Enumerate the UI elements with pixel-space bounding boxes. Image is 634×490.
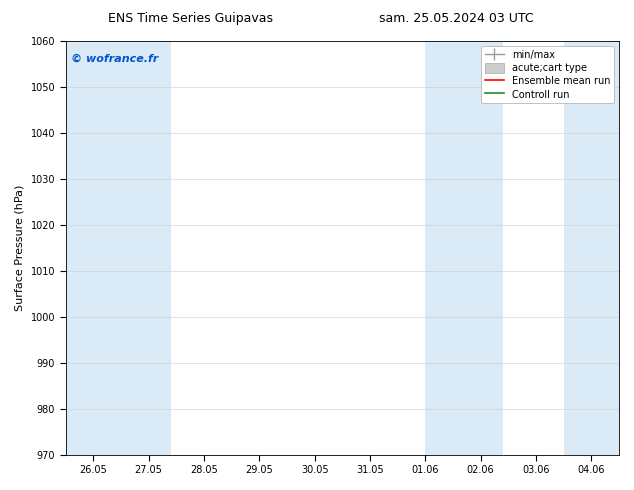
Y-axis label: Surface Pressure (hPa): Surface Pressure (hPa) (15, 185, 25, 311)
Legend: min/max, acute;cart type, Ensemble mean run, Controll run: min/max, acute;cart type, Ensemble mean … (481, 46, 614, 103)
Bar (425, 41, 503, 455)
Text: sam. 25.05.2024 03 UTC: sam. 25.05.2024 03 UTC (379, 12, 534, 25)
Bar (65, 41, 171, 455)
Bar (564, 41, 619, 455)
Text: ENS Time Series Guipavas: ENS Time Series Guipavas (108, 12, 273, 25)
Text: © wofrance.fr: © wofrance.fr (71, 53, 158, 64)
